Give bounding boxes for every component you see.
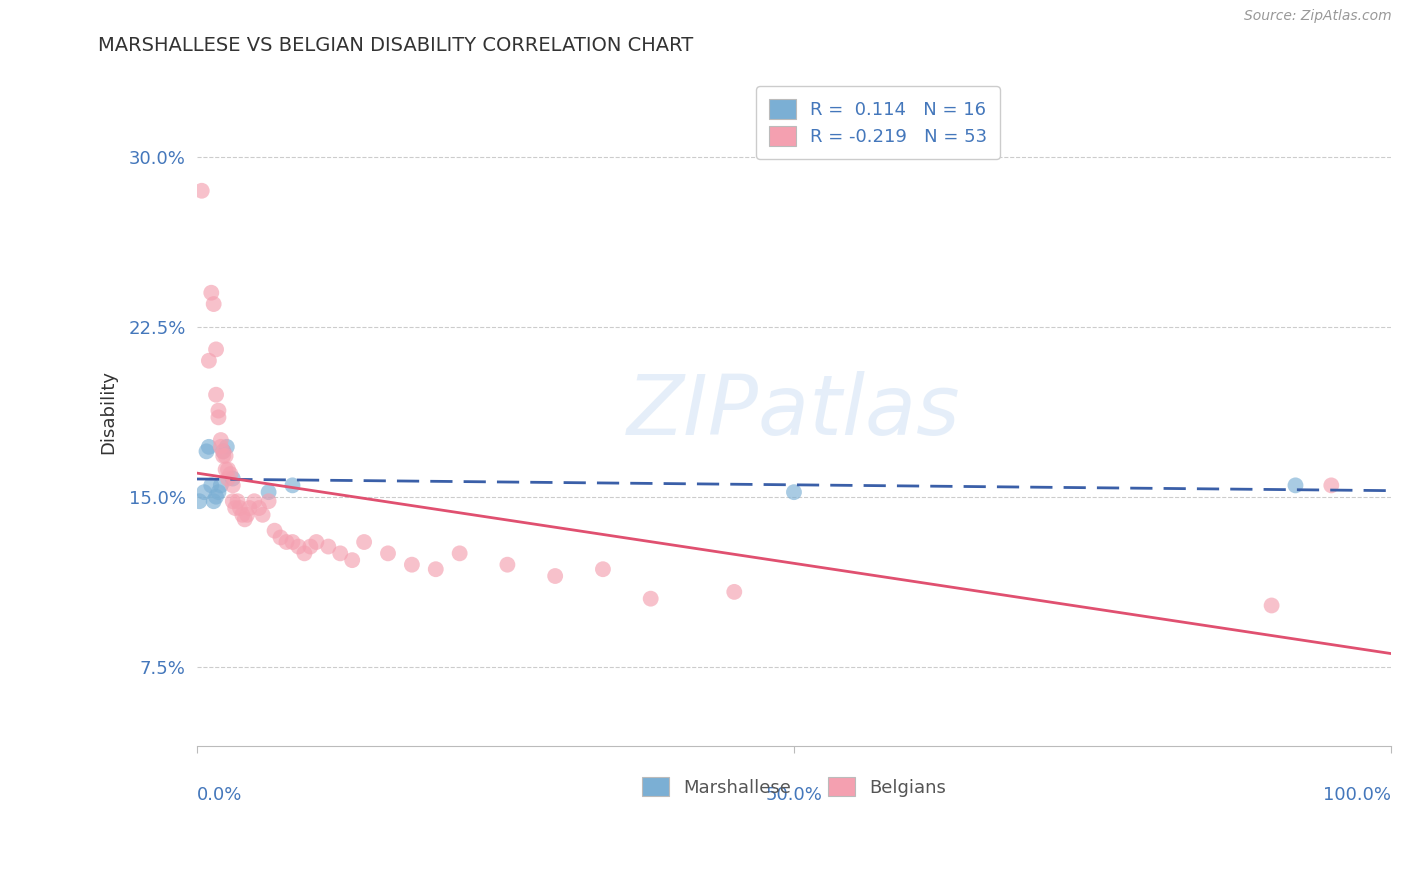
Point	[212, 444, 235, 458]
Text: MARSHALLESE VS BELGIAN DISABILITY CORRELATION CHART: MARSHALLESE VS BELGIAN DISABILITY CORREL…	[98, 36, 693, 54]
Point	[190, 184, 212, 198]
Point	[222, 472, 245, 486]
Point	[252, 508, 274, 522]
Point	[207, 410, 229, 425]
Point	[205, 388, 228, 402]
Point	[202, 297, 225, 311]
Point	[544, 569, 567, 583]
Point	[224, 501, 246, 516]
Point	[198, 440, 221, 454]
Y-axis label: Disability: Disability	[100, 369, 117, 454]
Point	[287, 540, 309, 554]
Point	[592, 562, 614, 576]
Point	[217, 472, 239, 486]
Legend: Marshallese, Belgians: Marshallese, Belgians	[634, 770, 953, 804]
Point	[318, 540, 340, 554]
Point	[783, 485, 806, 500]
Point	[294, 546, 316, 560]
Text: ZIPatlas: ZIPatlas	[627, 371, 960, 452]
Point	[215, 440, 238, 454]
Point	[209, 478, 232, 492]
Text: 100.0%: 100.0%	[1323, 786, 1391, 804]
Point	[299, 540, 322, 554]
Point	[209, 440, 232, 454]
Point	[212, 449, 235, 463]
Point	[1260, 599, 1282, 613]
Point	[270, 531, 292, 545]
Point	[238, 501, 260, 516]
Point	[212, 444, 235, 458]
Point	[236, 508, 259, 522]
Point	[276, 535, 298, 549]
Point	[449, 546, 471, 560]
Point	[353, 535, 375, 549]
Point	[329, 546, 352, 560]
Point	[257, 494, 280, 508]
Point	[226, 494, 249, 508]
Point	[205, 343, 228, 357]
Point	[214, 449, 236, 463]
Point	[200, 285, 222, 300]
Point	[263, 524, 285, 538]
Point	[231, 508, 253, 522]
Point	[401, 558, 423, 572]
Point	[377, 546, 399, 560]
Point	[1320, 478, 1343, 492]
Point	[425, 562, 447, 576]
Text: Source: ZipAtlas.com: Source: ZipAtlas.com	[1244, 9, 1392, 23]
Point	[1284, 478, 1306, 492]
Point	[305, 535, 328, 549]
Point	[198, 353, 221, 368]
Point	[496, 558, 519, 572]
Point	[207, 403, 229, 417]
Point	[247, 501, 270, 516]
Text: 50.0%: 50.0%	[765, 786, 823, 804]
Point	[188, 494, 211, 508]
Point	[195, 444, 218, 458]
Point	[723, 585, 745, 599]
Point	[207, 485, 229, 500]
Point	[640, 591, 662, 606]
Point	[214, 462, 236, 476]
Point	[281, 478, 304, 492]
Point	[200, 478, 222, 492]
Point	[229, 501, 252, 516]
Point	[340, 553, 363, 567]
Point	[217, 462, 239, 476]
Point	[243, 494, 266, 508]
Point	[193, 485, 215, 500]
Point	[209, 433, 232, 447]
Point	[222, 494, 245, 508]
Point	[219, 467, 242, 481]
Point	[281, 535, 304, 549]
Point	[202, 494, 225, 508]
Point	[233, 512, 256, 526]
Point	[222, 478, 245, 492]
Point	[205, 490, 228, 504]
Text: 0.0%: 0.0%	[197, 786, 242, 804]
Point	[257, 485, 280, 500]
